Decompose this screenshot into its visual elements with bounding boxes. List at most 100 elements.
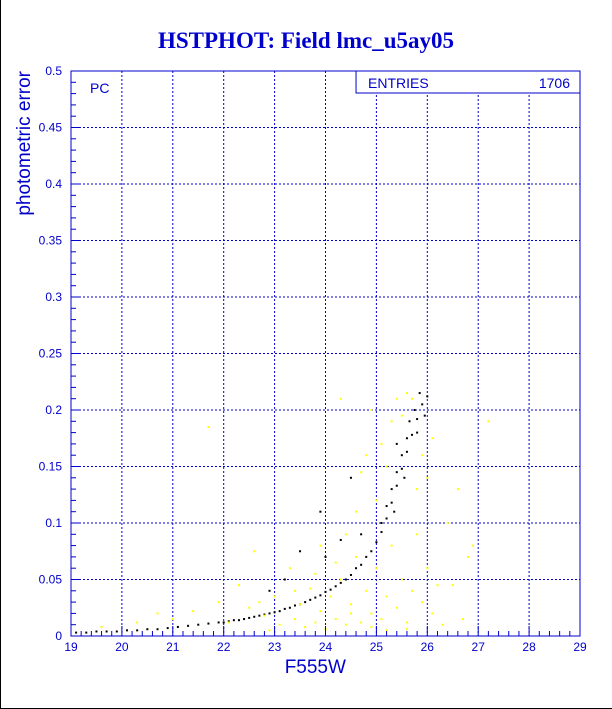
- black-data-point: [421, 403, 424, 406]
- yellow-data-point: [344, 533, 347, 536]
- black-data-point: [393, 510, 396, 513]
- yellow-data-point: [472, 544, 475, 547]
- black-data-point: [334, 585, 337, 588]
- black-data-point: [360, 563, 363, 566]
- black-data-point: [243, 618, 246, 621]
- yellow-data-point: [411, 589, 414, 592]
- black-data-point: [360, 533, 363, 536]
- yellow-data-point: [339, 578, 342, 581]
- x-tick-label: 28: [522, 640, 536, 654]
- yellow-data-point: [304, 625, 307, 628]
- y-tick-label: 0.2: [45, 403, 62, 417]
- yellow-data-point: [405, 628, 408, 631]
- y-tick-label: 0.3: [45, 290, 62, 304]
- black-data-point: [339, 581, 342, 584]
- yellow-data-point: [431, 437, 434, 440]
- y-tick-label: 0.4: [45, 177, 62, 191]
- yellow-data-point: [278, 623, 281, 626]
- yellow-data-point: [400, 414, 403, 417]
- black-data-point: [258, 614, 261, 617]
- yellow-data-point: [380, 618, 383, 621]
- x-tick-label: 25: [370, 640, 384, 654]
- yellow-data-point: [319, 544, 322, 547]
- yellow-data-point: [192, 610, 195, 613]
- black-data-point: [324, 555, 327, 558]
- black-data-point: [344, 578, 347, 581]
- black-data-point: [207, 622, 210, 625]
- black-data-point: [370, 550, 373, 553]
- yellow-data-point: [360, 471, 363, 474]
- black-data-point: [253, 615, 256, 618]
- yellow-data-point: [395, 397, 398, 400]
- yellow-data-point: [385, 595, 388, 598]
- black-data-point: [400, 454, 403, 457]
- y-tick-label: 0.35: [39, 234, 63, 248]
- yellow-data-point: [431, 612, 434, 615]
- yellow-data-point: [436, 584, 439, 587]
- x-axis-label: F555W: [285, 657, 346, 678]
- black-data-point: [217, 621, 220, 624]
- x-tick-label: 23: [268, 640, 282, 654]
- black-data-point: [365, 555, 368, 558]
- yellow-data-point: [299, 603, 302, 606]
- black-data-point: [385, 505, 388, 508]
- black-data-point: [329, 588, 332, 591]
- black-data-point: [349, 573, 352, 576]
- black-data-point: [349, 476, 352, 479]
- black-data-point: [395, 484, 398, 487]
- x-tick-label: 26: [421, 640, 435, 654]
- yellow-data-point: [319, 610, 322, 613]
- black-data-point: [197, 623, 200, 626]
- black-data-point: [339, 538, 342, 541]
- black-data-point: [166, 627, 169, 630]
- yellow-data-point: [441, 623, 444, 626]
- black-data-point: [187, 624, 190, 627]
- yellow-data-point: [258, 601, 261, 604]
- yellow-data-point: [334, 618, 337, 621]
- yellow-data-point: [416, 533, 419, 536]
- yellow-data-point: [390, 420, 393, 423]
- yellow-data-point: [426, 476, 429, 479]
- yellow-data-point: [405, 621, 408, 624]
- yellow-data-point: [365, 589, 368, 592]
- yellow-data-point: [171, 618, 174, 621]
- black-data-point: [416, 431, 419, 434]
- black-data-point: [283, 607, 286, 610]
- yellow-data-point: [217, 601, 220, 604]
- yellow-data-point: [395, 606, 398, 609]
- stats-box: ENTRIES 1706: [355, 70, 581, 94]
- yellow-data-point: [365, 454, 368, 457]
- yellow-data-point: [360, 621, 363, 624]
- black-data-point: [375, 541, 378, 544]
- black-data-point: [237, 619, 240, 622]
- yellow-data-point: [344, 623, 347, 626]
- x-tick-label: 24: [319, 640, 333, 654]
- black-data-point: [85, 631, 88, 634]
- yellow-data-point: [314, 621, 317, 624]
- y-tick-label: 0.5: [45, 64, 62, 78]
- black-data-point: [380, 522, 383, 524]
- yellow-data-point: [467, 555, 470, 558]
- black-data-point: [248, 616, 251, 619]
- black-data-point: [395, 471, 398, 474]
- yellow-data-point: [237, 584, 240, 587]
- black-data-point: [156, 628, 159, 631]
- yellow-data-point: [288, 567, 291, 570]
- black-data-point: [105, 630, 108, 633]
- black-data-point: [416, 418, 419, 421]
- black-data-point: [395, 442, 398, 445]
- black-data-point: [390, 501, 393, 504]
- yellow-data-point: [355, 555, 358, 558]
- yellow-data-point: [268, 629, 271, 632]
- x-tick-label: 29: [573, 640, 587, 654]
- black-data-point: [385, 517, 388, 520]
- yellow-data-point: [400, 578, 403, 581]
- black-data-point: [324, 590, 327, 593]
- yellow-data-point: [355, 510, 358, 513]
- black-data-point: [309, 598, 312, 601]
- yellow-data-point: [293, 589, 296, 592]
- y-tick-label: 0.15: [39, 460, 63, 474]
- black-data-point: [304, 601, 307, 604]
- yellow-data-point: [100, 625, 103, 628]
- black-data-point: [411, 433, 414, 436]
